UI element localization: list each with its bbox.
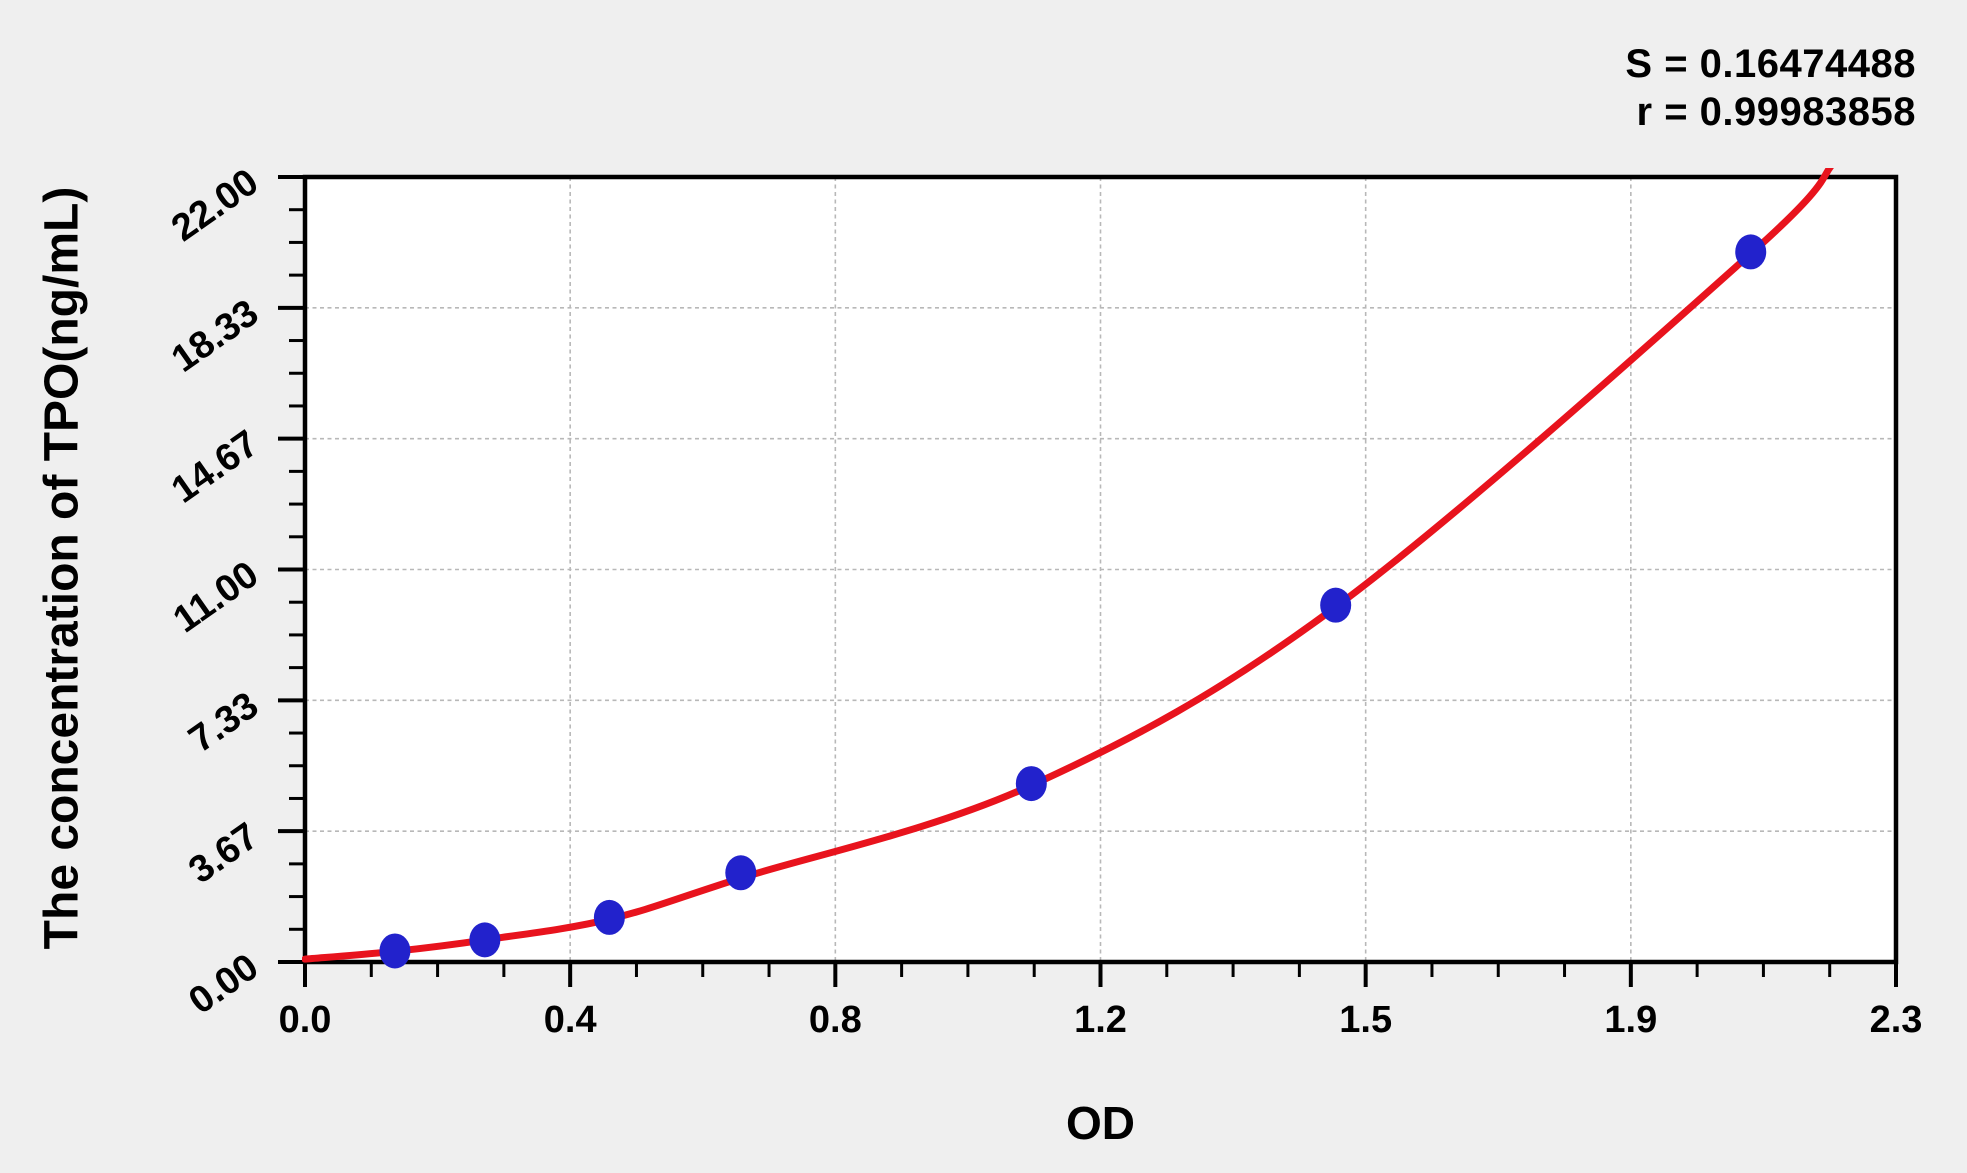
data-point-2	[469, 922, 501, 958]
x-tick-label: 1.2	[1074, 999, 1127, 1041]
x-tick-label: 1.9	[1604, 999, 1657, 1041]
y-tick-label: 22.00	[164, 161, 266, 250]
y-tick-label: 11.00	[166, 553, 266, 641]
x-tick-label: 2.3	[1870, 999, 1923, 1041]
data-point-1	[379, 933, 411, 969]
y-tick-label: 18.33	[164, 292, 266, 381]
fit-statistics: S = 0.16474488 r = 0.99983858	[1625, 40, 1916, 136]
x-tick-label: 0.0	[279, 999, 332, 1041]
x-tick-label: 1.5	[1339, 999, 1392, 1041]
x-tick-label: 0.4	[544, 999, 597, 1041]
s-stat-text: S = 0.16474488	[1625, 42, 1916, 86]
y-tick-label: 0.00	[181, 946, 266, 1023]
data-point-6	[1320, 587, 1352, 623]
x-tick-label: 0.8	[809, 999, 862, 1041]
data-point-5	[1015, 766, 1047, 802]
y-tick-label: 7.33	[181, 684, 266, 761]
data-point-4	[725, 855, 757, 891]
data-point-7	[1735, 234, 1767, 270]
y-tick-label: 14.67	[164, 423, 266, 512]
x-axis-title: OD	[1066, 1097, 1135, 1149]
data-point-3	[593, 899, 625, 935]
y-tick-label: 3.67	[181, 815, 266, 892]
r-stat-text: r = 0.99983858	[1636, 90, 1916, 134]
